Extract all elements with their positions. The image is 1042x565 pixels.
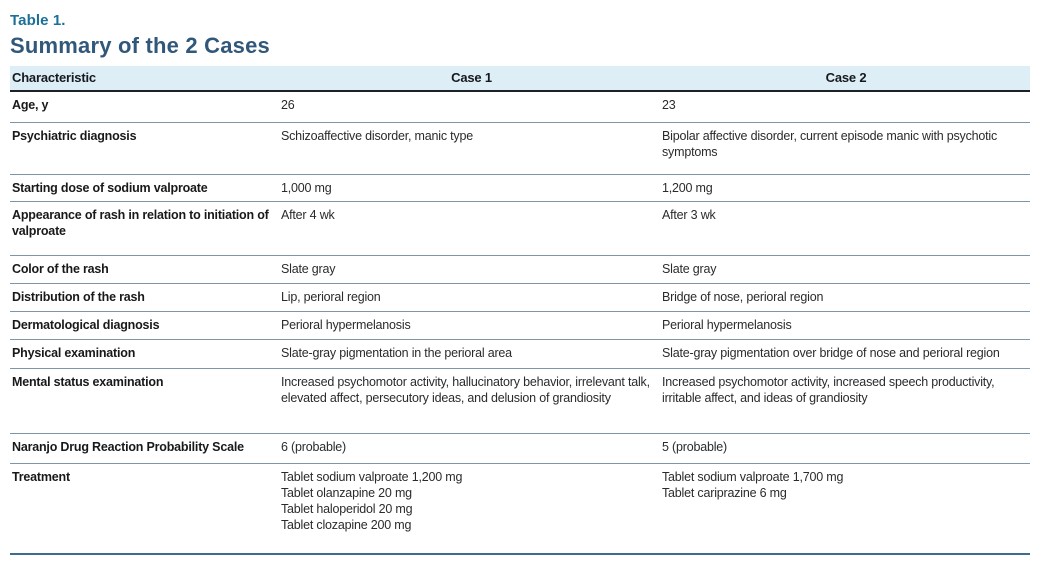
- table-row-rash-color: Color of the rash Slate gray Slate gray: [10, 256, 1030, 284]
- row-label-cell: Naranjo Drug Reaction Probability Scale: [12, 440, 244, 454]
- table-row-dermatological-diagnosis: Dermatological diagnosis Perioral hyperm…: [10, 312, 1030, 340]
- case2-cell: Slate gray: [662, 262, 717, 276]
- case2-cell: Bridge of nose, perioral region: [662, 290, 824, 304]
- table-header-row: Characteristic Case 1 Case 2: [10, 66, 1030, 92]
- case1-cell: Slate-gray pigmentation in the perioral …: [281, 346, 512, 360]
- column-header-characteristic: Characteristic: [12, 70, 96, 85]
- row-label-cell: Physical examination: [12, 346, 136, 360]
- case2-cell: Increased psychomotor activity, increase…: [662, 375, 995, 405]
- row-label-cell: Starting dose of sodium valproate: [12, 181, 208, 195]
- table-row-naranjo-scale: Naranjo Drug Reaction Probability Scale …: [10, 434, 1030, 464]
- table-row-physical-examination: Physical examination Slate-gray pigmenta…: [10, 340, 1030, 369]
- column-header-case1: Case 1: [451, 70, 492, 85]
- case1-cell: Tablet sodium valproate 1,200 mg Tablet …: [281, 470, 463, 532]
- case2-cell: After 3 wk: [662, 208, 716, 222]
- table-row-rash-distribution: Distribution of the rash Lip, perioral r…: [10, 284, 1030, 312]
- row-label-cell: Mental status examination: [12, 375, 164, 389]
- row-label-cell: Age, y: [12, 98, 49, 112]
- case1-cell: Increased psychomotor activity, hallucin…: [281, 375, 650, 405]
- case1-cell: Slate gray: [281, 262, 336, 276]
- row-label-cell: Dermatological diagnosis: [12, 318, 160, 332]
- row-label-cell: Appearance of rash in relation to initia…: [12, 208, 269, 238]
- case1-cell: Lip, perioral region: [281, 290, 381, 304]
- table-number-label: Table 1.: [10, 12, 66, 29]
- case2-cell: Slate-gray pigmentation over bridge of n…: [662, 346, 1000, 360]
- table-row-rash-appearance: Appearance of rash in relation to initia…: [10, 202, 1030, 256]
- case1-cell: 26: [281, 98, 295, 112]
- case1-cell: Schizoaffective disorder, manic type: [281, 129, 473, 143]
- case1-cell: After 4 wk: [281, 208, 335, 222]
- case2-cell: 5 (probable): [662, 440, 728, 454]
- table-row-psychiatric-diagnosis: Psychiatric diagnosis Schizoaffective di…: [10, 123, 1030, 175]
- case2-cell: Tablet sodium valproate 1,700 mg Tablet …: [662, 470, 844, 500]
- column-header-case2: Case 2: [825, 70, 867, 85]
- case1-cell: 6 (probable): [281, 440, 347, 454]
- table-row-age: Age, y 26 23: [10, 92, 1030, 123]
- row-label-cell: Color of the rash: [12, 262, 109, 276]
- row-label-cell: Treatment: [12, 470, 70, 484]
- case1-cell: Perioral hypermelanosis: [281, 318, 411, 332]
- table-row-starting-dose: Starting dose of sodium valproate 1,000 …: [10, 175, 1030, 202]
- case2-cell: 1,200 mg: [662, 181, 713, 195]
- cases-summary-table: Characteristic Case 1 Case 2 Age, y 26 2…: [10, 66, 1030, 555]
- case2-cell: Perioral hypermelanosis: [662, 318, 792, 332]
- row-label-cell: Distribution of the rash: [12, 290, 145, 304]
- row-label-cell: Psychiatric diagnosis: [12, 129, 137, 143]
- case1-cell: 1,000 mg: [281, 181, 332, 195]
- table-row-mental-status: Mental status examination Increased psyc…: [10, 369, 1030, 434]
- table-row-treatment: Treatment Tablet sodium valproate 1,200 …: [10, 464, 1030, 555]
- table-heading: Summary of the 2 Cases: [10, 33, 270, 58]
- case2-cell: 23: [662, 98, 676, 112]
- case2-cell: Bipolar affective disorder, current epis…: [662, 129, 998, 159]
